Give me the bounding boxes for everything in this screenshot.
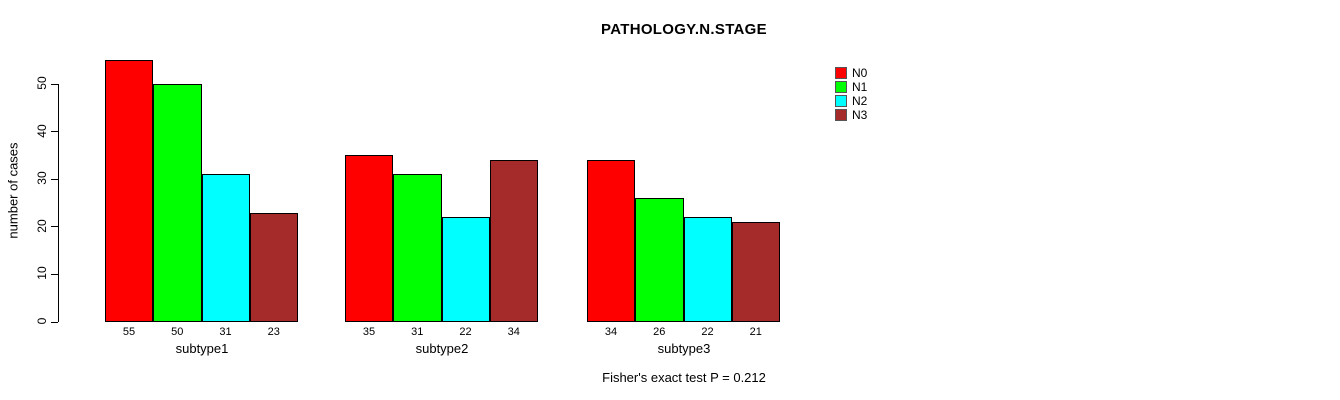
bar-value-N3-subtype1: 23 <box>267 326 280 338</box>
y-tick-label-40: 40 <box>35 123 49 138</box>
y-axis-line <box>58 84 59 322</box>
y-tick-0 <box>51 321 58 323</box>
legend-row-N1: N1 <box>835 80 867 94</box>
bar-N2-subtype2 <box>441 217 490 322</box>
bar-N1-subtype3 <box>635 198 684 322</box>
legend-swatch-N1 <box>835 81 847 93</box>
y-tick-10 <box>51 273 58 275</box>
y-axis-label: number of cases <box>5 142 21 239</box>
y-tick-50 <box>51 83 58 85</box>
bar-value-N2-subtype3: 22 <box>701 326 714 338</box>
legend-label-N0: N0 <box>852 66 868 80</box>
bar-N1-subtype1 <box>153 84 202 322</box>
annotation-text: Fisher's exact test P = 0.212 <box>602 370 766 385</box>
y-tick-label-30: 30 <box>35 171 49 185</box>
y-tick-label-50: 50 <box>35 76 49 90</box>
bar-N0-subtype1 <box>105 60 154 322</box>
bar-N3-subtype2 <box>489 160 538 322</box>
bar-value-N2-subtype1: 31 <box>219 326 232 338</box>
legend-swatch-N3 <box>835 109 847 121</box>
category-label-subtype1: subtype1 <box>175 341 229 356</box>
y-tick-30 <box>51 178 58 180</box>
bar-N3-subtype3 <box>731 222 780 322</box>
bar-value-N0-subtype3: 34 <box>604 326 618 338</box>
category-label-subtype3: subtype3 <box>657 341 711 356</box>
bar-value-N2-subtype2: 22 <box>459 326 472 338</box>
bar-value-N0-subtype2: 35 <box>362 326 376 338</box>
y-tick-40 <box>51 131 58 133</box>
bar-N3-subtype1 <box>249 212 298 322</box>
legend-swatch-N0 <box>835 67 847 79</box>
legend-label-N2: N2 <box>852 94 868 108</box>
bar-N0-subtype2 <box>345 155 394 322</box>
bar-N1-subtype2 <box>393 174 442 322</box>
y-tick-label-20: 20 <box>35 219 49 233</box>
y-tick-label-10: 10 <box>35 266 49 281</box>
bar-value-N1-subtype1: 50 <box>171 326 184 338</box>
legend-swatch-N2 <box>835 95 847 107</box>
bar-N2-subtype1 <box>201 174 250 322</box>
y-tick-20 <box>51 226 58 228</box>
legend-row-N0: N0 <box>835 66 867 80</box>
category-label-subtype2: subtype2 <box>415 341 469 356</box>
chart-title: PATHOLOGY.N.STAGE <box>601 21 767 38</box>
legend-label-N1: N1 <box>852 80 868 94</box>
bar-value-N1-subtype3: 26 <box>653 326 666 338</box>
y-tick-label-0: 0 <box>35 317 49 325</box>
legend-label-N3: N3 <box>852 108 868 122</box>
bar-value-N0-subtype1: 55 <box>122 326 136 338</box>
bar-value-N1-subtype2: 31 <box>411 326 424 338</box>
bar-N0-subtype3 <box>587 160 636 322</box>
bar-value-N3-subtype3: 21 <box>749 326 762 338</box>
legend: N0 N1 N2 N3 <box>835 66 867 122</box>
bar-N2-subtype3 <box>683 217 732 322</box>
bar-value-N3-subtype2: 34 <box>507 326 520 338</box>
legend-row-N3: N3 <box>835 108 867 122</box>
legend-row-N2: N2 <box>835 94 867 108</box>
